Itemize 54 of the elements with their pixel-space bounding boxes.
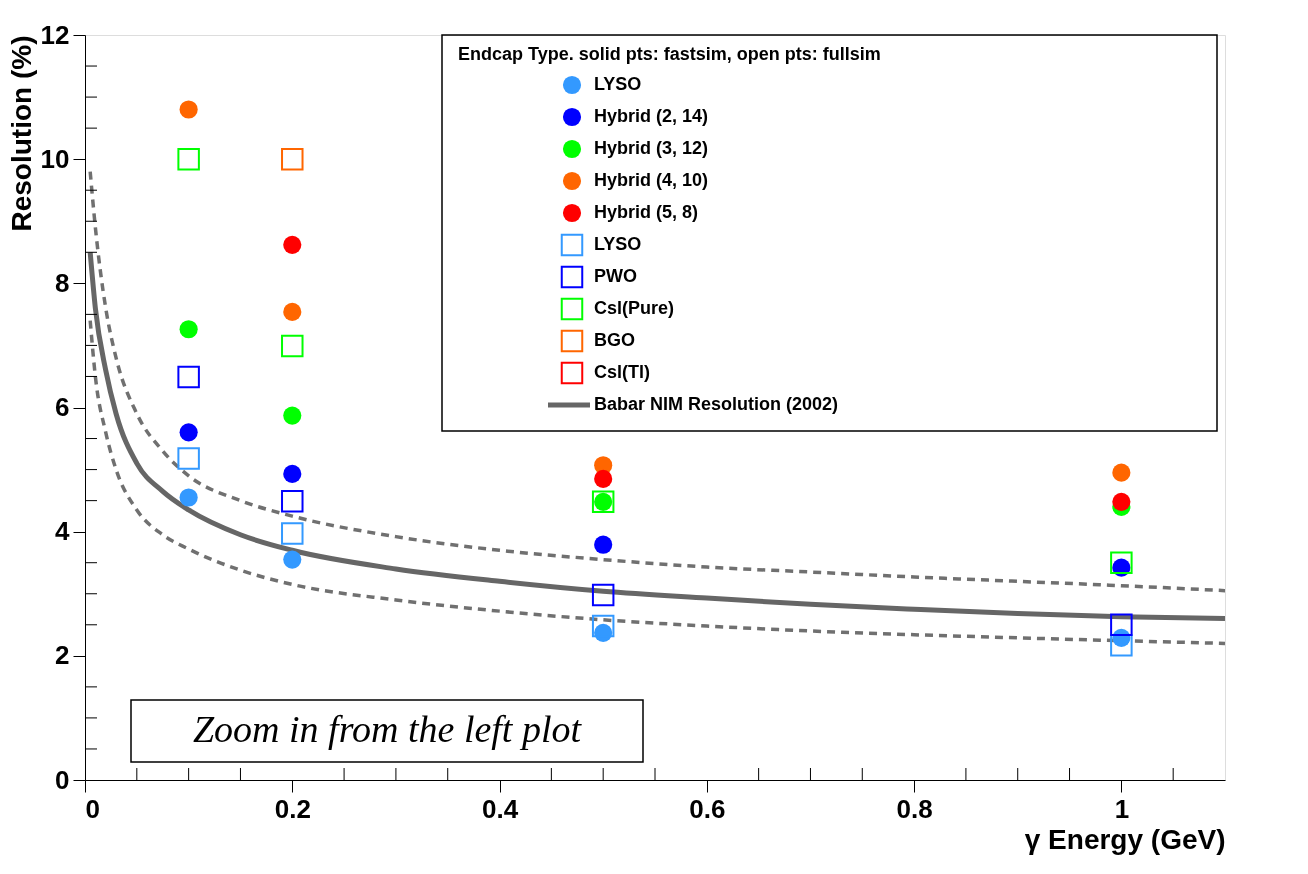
point bbox=[1110, 551, 1133, 574]
point bbox=[281, 522, 304, 545]
y-tick-label: 4 bbox=[55, 516, 71, 547]
legend-label: Hybrid (3, 12) bbox=[594, 138, 709, 158]
point bbox=[1112, 492, 1131, 511]
legend-label: LYSO bbox=[594, 234, 642, 254]
x-tick-label: 0 bbox=[85, 793, 100, 824]
point bbox=[177, 147, 200, 171]
line-series bbox=[88, 169, 1225, 593]
point bbox=[283, 406, 302, 425]
point bbox=[1110, 613, 1133, 637]
point bbox=[283, 235, 302, 254]
x-tick-label: 1 bbox=[1114, 793, 1130, 824]
y-tick-label: 6 bbox=[55, 392, 70, 422]
point bbox=[283, 464, 302, 483]
point bbox=[177, 365, 200, 389]
y-axis-title: Resolution (%) bbox=[5, 35, 37, 232]
point bbox=[179, 488, 198, 507]
y-tick-label: 8 bbox=[55, 267, 70, 298]
legend-label: Babar NIM Resolution (2002) bbox=[594, 394, 839, 414]
legend-label: Hybrid (4, 10) bbox=[594, 170, 709, 190]
legend-label: LYSO bbox=[594, 74, 642, 94]
point bbox=[283, 550, 302, 569]
x-tick-label: 0.2 bbox=[274, 793, 311, 824]
legend-label: PWO bbox=[594, 266, 637, 286]
legend-label: Hybrid (5, 8) bbox=[594, 202, 699, 222]
x-tick-label: 0.4 bbox=[481, 793, 519, 824]
x-tick-label: 0.6 bbox=[689, 793, 726, 824]
point bbox=[281, 334, 304, 358]
point bbox=[179, 423, 198, 442]
point bbox=[281, 490, 304, 513]
point bbox=[1112, 463, 1131, 482]
point bbox=[591, 583, 615, 607]
point bbox=[283, 302, 302, 321]
legend-label: Csl(Tl) bbox=[594, 362, 650, 382]
line-series bbox=[88, 318, 1225, 646]
legend-label: BGO bbox=[594, 330, 636, 350]
point bbox=[591, 614, 615, 638]
point bbox=[594, 469, 613, 488]
point bbox=[281, 147, 304, 171]
y-tick-label: 2 bbox=[55, 640, 70, 671]
x-axis-title: γ Energy (GeV) bbox=[1024, 823, 1226, 855]
y-tick-label: 12 bbox=[40, 19, 70, 50]
legend-label: Hybrid (2, 14) bbox=[594, 106, 709, 126]
x-tick-label: 0.8 bbox=[896, 793, 933, 824]
point bbox=[179, 320, 198, 339]
point bbox=[594, 535, 613, 554]
legend-title: Endcap Type. solid pts: fastsim, open pts: fullsim bbox=[458, 44, 881, 64]
point bbox=[179, 100, 198, 119]
y-tick-label: 10 bbox=[40, 143, 70, 174]
y-tick-label: 0 bbox=[55, 764, 70, 795]
legend-label: Csl(Pure) bbox=[594, 298, 675, 318]
annotation: Zoom in from the left plot bbox=[192, 708, 583, 750]
point bbox=[177, 447, 200, 470]
